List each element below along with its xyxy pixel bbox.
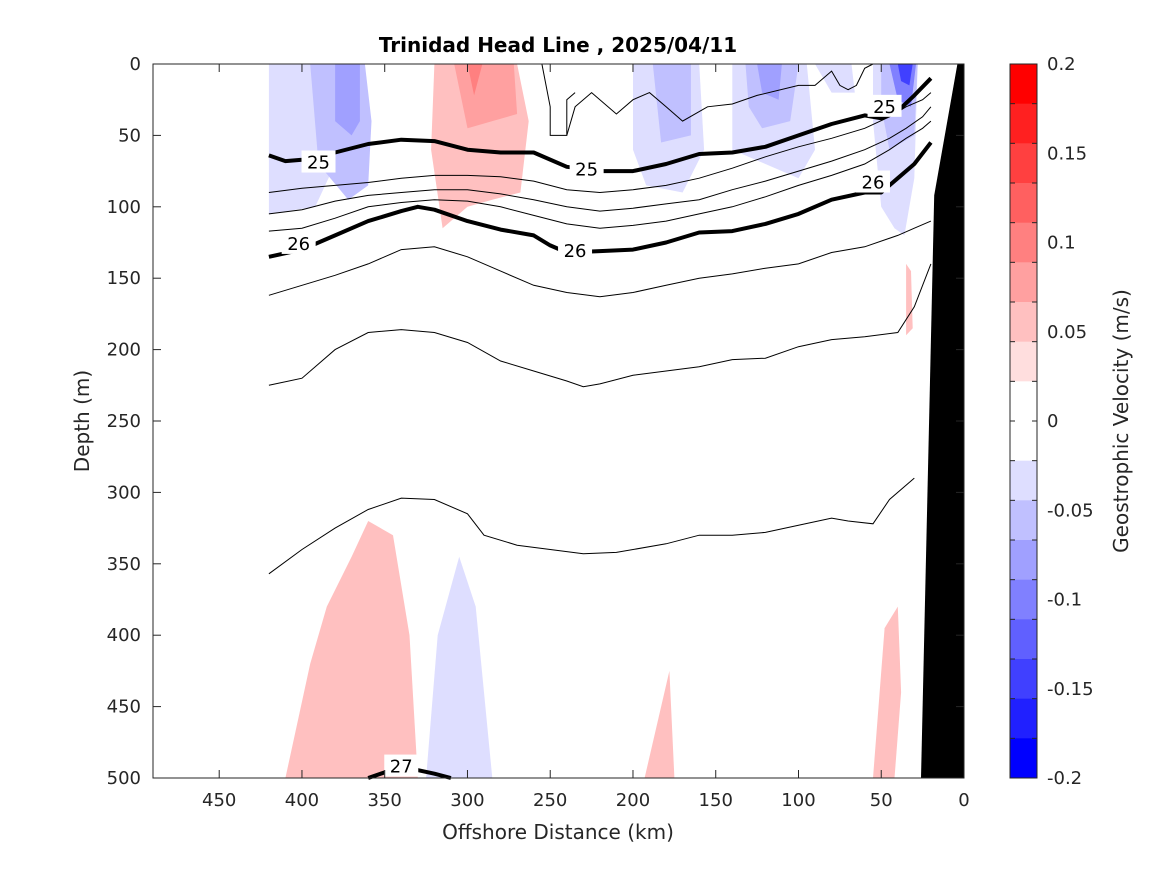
contour-label-background — [301, 150, 336, 173]
x-tick-label: 100 — [781, 790, 815, 811]
contour-label: 26 — [287, 234, 310, 255]
colorbar-swatch — [1010, 222, 1037, 263]
y-tick-label: 400 — [107, 625, 141, 646]
chart-title: Trinidad Head Line , 2025/04/11 — [379, 33, 737, 57]
contour-label-background — [384, 754, 419, 777]
velocity-region — [285, 521, 418, 778]
bathymetry-shelf — [921, 64, 964, 778]
isopycnal-thin — [541, 63, 874, 136]
velocity-region — [897, 64, 913, 86]
colorbar-swatch — [1010, 540, 1037, 581]
colorbar-tick-label: 0.05 — [1047, 322, 1087, 343]
isopycnal-25 — [268, 76, 933, 174]
colorbar-swatch — [1010, 103, 1037, 144]
isopycnal-thin — [566, 92, 576, 136]
isopycnal-thin — [268, 120, 932, 232]
contour-label: 27 — [390, 757, 413, 778]
colorbar-swatch — [1010, 460, 1037, 501]
velocity-region — [426, 556, 493, 778]
x-tick-label: 400 — [285, 790, 319, 811]
y-tick-label: 200 — [107, 340, 141, 361]
x-tick-label: 50 — [870, 790, 893, 811]
contour-label: 25 — [575, 160, 598, 181]
x-axis-title: Offshore Distance (km) — [442, 820, 674, 844]
isopycnal-thin — [268, 220, 932, 298]
y-tick-label: 250 — [107, 411, 141, 432]
colorbar-tick-label: -0.15 — [1047, 679, 1094, 700]
contour-label-background — [281, 231, 316, 254]
colorbar-tick-label: -0.2 — [1047, 768, 1082, 789]
colorbar-tick-label: -0.1 — [1047, 590, 1082, 611]
x-tick-label: 250 — [533, 790, 567, 811]
velocity-region — [815, 64, 855, 93]
y-tick-label: 350 — [107, 554, 141, 575]
y-tick-label: 100 — [107, 197, 141, 218]
velocity-region — [335, 64, 360, 136]
colorbar-swatch — [1010, 738, 1037, 779]
colorbar-swatch — [1010, 262, 1037, 303]
colorbar-swatch — [1010, 659, 1037, 700]
y-tick-label: 150 — [107, 268, 141, 289]
velocity-region — [873, 606, 902, 778]
colorbar-tick-label: 0.15 — [1047, 143, 1087, 164]
plot-area: 25 25 25 26 26 26 27 — [152, 63, 965, 780]
colorbar-tick-label: 0 — [1047, 411, 1058, 432]
colorbar-swatch — [1010, 302, 1037, 343]
colorbar-swatch — [1010, 143, 1037, 184]
y-axis-title: Depth (m) — [70, 370, 94, 472]
velocity-region — [454, 64, 518, 129]
x-tick-label: 450 — [202, 790, 236, 811]
contour-label: 25 — [307, 153, 330, 174]
y-tick-label: 300 — [107, 482, 141, 503]
isopycnal-thin — [268, 92, 932, 194]
x-tick-label: 150 — [699, 790, 733, 811]
x-tick-label: 200 — [616, 790, 650, 811]
x-tick-label: 0 — [958, 790, 969, 811]
colorbar-tick-label: -0.05 — [1047, 500, 1094, 521]
colorbar-swatch — [1010, 500, 1037, 541]
colorbar-title: Geostrophic Velocity (m/s) — [1109, 289, 1133, 553]
isopycnal-contour-layer: 25 25 25 26 26 26 27 — [268, 63, 933, 780]
bathymetry-layer — [921, 64, 964, 778]
colorbar-swatch — [1010, 619, 1037, 660]
y-tick-label: 50 — [118, 125, 141, 146]
y-axis: 0 50 100 150 200 250 300 350 400 450 500 — [107, 54, 964, 789]
x-tick-label: 300 — [450, 790, 484, 811]
contour-label-background — [558, 239, 593, 262]
velocity-region — [467, 64, 483, 96]
colorbar-swatch — [1010, 64, 1037, 105]
colorbar-frame — [1009, 63, 1038, 779]
isopycnal-thin — [268, 263, 932, 388]
y-tick-label: 450 — [107, 697, 141, 718]
x-axis: 450 400 350 300 250 200 150 100 50 0 — [202, 64, 970, 811]
velocity-region — [644, 670, 675, 778]
colorbar: 0.2 0.15 0.1 0.05 0 -0.05 -0.1 -0.15 -0.2 — [1009, 54, 1094, 789]
contour-label-background — [855, 170, 890, 193]
isopycnal-thin — [268, 477, 915, 575]
colorbar-tick-label: 0.2 — [1047, 54, 1076, 75]
y-tick-label: 0 — [130, 54, 141, 75]
colorbar-swatch — [1010, 698, 1037, 739]
contour-label-background — [867, 94, 902, 117]
colorbar-tick-label: 0.1 — [1047, 233, 1076, 254]
colorbar-swatch — [1010, 341, 1037, 382]
y-tick-label: 500 — [107, 768, 141, 789]
colorbar-swatch — [1010, 183, 1037, 224]
contour-label: 26 — [564, 241, 587, 262]
contour-label-background — [569, 157, 604, 180]
isopycnal-thin — [268, 106, 932, 215]
velocity-region — [652, 64, 691, 143]
contour-label: 25 — [873, 97, 896, 118]
colorbar-swatch — [1010, 381, 1037, 422]
contour-label: 26 — [862, 173, 885, 194]
colorbar-swatch — [1010, 421, 1037, 462]
x-tick-label: 350 — [368, 790, 402, 811]
colorbar-swatch — [1010, 579, 1037, 620]
